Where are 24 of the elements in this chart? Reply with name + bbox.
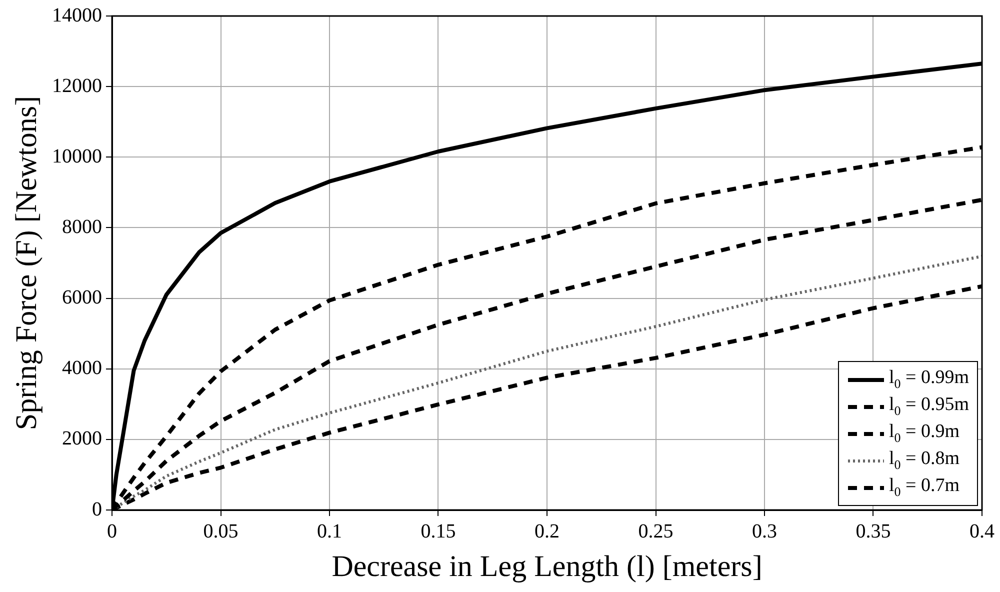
x-tick-label: 0.1 — [317, 520, 342, 542]
legend-label: l$_{0}$ = 0.8m — [888, 448, 960, 473]
y-tick-label: 2000 — [62, 428, 102, 450]
x-tick-label: 0.2 — [534, 520, 560, 542]
x-tick-label: 0.05 — [203, 520, 238, 542]
y-tick-label: 0 — [92, 498, 102, 520]
y-tick-label: 4000 — [62, 357, 102, 380]
y-axis-title: Spring Force (F) [Newtons] — [10, 96, 43, 430]
x-tick-label: 0.35 — [856, 520, 891, 542]
x-tick-label: 0.4 — [970, 520, 994, 542]
legend-label: l$_{0}$ = 0.9m — [888, 421, 960, 446]
y-tick-label: 14000 — [52, 4, 102, 26]
x-tick-label: 0.15 — [420, 520, 456, 542]
y-tick-label: 12000 — [52, 74, 102, 97]
legend-label: l$_{0}$ = 0.99m — [888, 367, 969, 392]
y-tick-label: 6000 — [62, 286, 102, 309]
x-tick-label: 0.25 — [638, 520, 674, 542]
x-tick-label: 0.3 — [752, 520, 777, 542]
legend-label: l$_{0}$ = 0.7m — [888, 475, 960, 500]
x-tick-label: 0 — [107, 520, 117, 542]
x-axis-title: Decrease in Leg Length (l) [meters] — [332, 550, 762, 583]
y-tick-label: 10000 — [52, 145, 102, 168]
legend-label: l$_{0}$ = 0.95m — [888, 394, 969, 419]
y-tick-label: 8000 — [62, 216, 102, 238]
